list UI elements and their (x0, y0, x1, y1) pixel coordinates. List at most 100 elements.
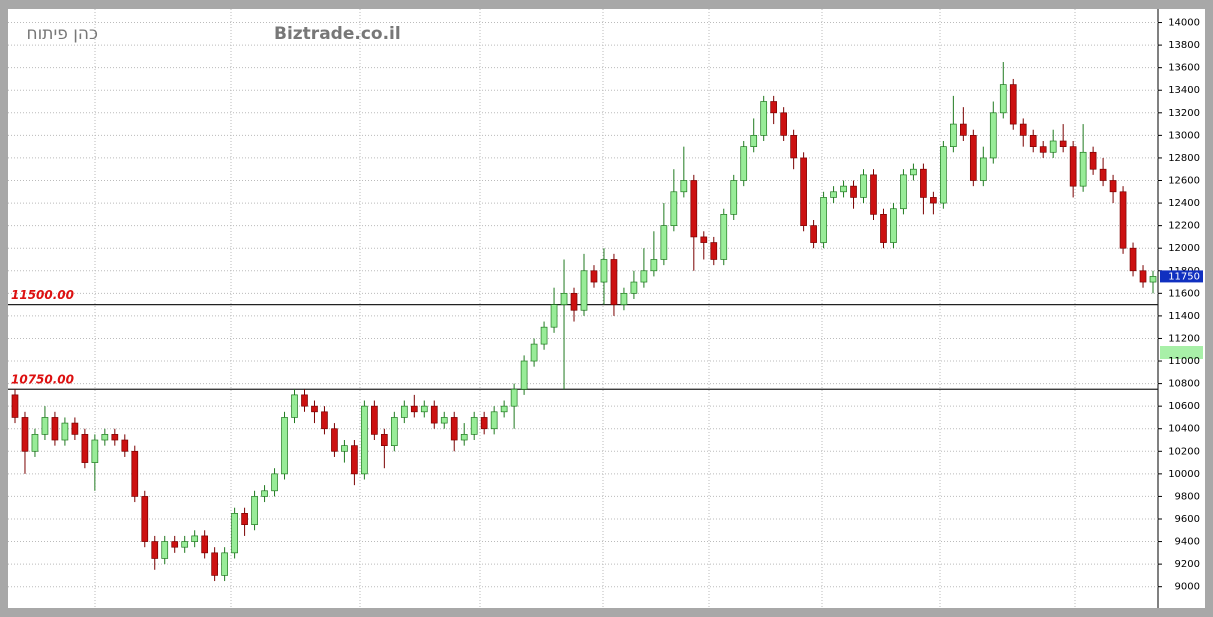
candle-body (550, 304, 558, 328)
candle-body (251, 496, 258, 525)
candle-body (1059, 140, 1067, 148)
candle-body (61, 422, 69, 441)
candle-body (820, 197, 827, 243)
candle-body (959, 123, 967, 136)
y-tick-label: 13200 (1168, 108, 1200, 119)
y-tick-label: 9200 (1175, 559, 1200, 570)
instrument-name: כהן פיתוח (27, 24, 98, 44)
candle-body (261, 490, 268, 497)
candle-body (1069, 146, 1077, 187)
candle-body (780, 112, 787, 136)
candle-body (540, 326, 548, 345)
candle-body (31, 434, 39, 452)
candle-body (760, 101, 768, 136)
candle-body (470, 417, 478, 435)
candle-body (371, 405, 378, 435)
candle-body (910, 168, 917, 176)
candle-body (11, 394, 19, 418)
vertical-grid (94, 9, 1076, 607)
candle-body (940, 146, 947, 204)
candle-body (640, 270, 648, 283)
candle-body (91, 439, 99, 463)
candle-body (740, 146, 748, 181)
candle-body (490, 411, 498, 430)
candle-body (1089, 151, 1097, 170)
candle-body (860, 174, 867, 198)
candle-body (1009, 84, 1017, 125)
candle-body (770, 101, 778, 114)
y-tick-label: 11000 (1168, 356, 1200, 367)
candle-body (460, 434, 468, 441)
candle-body (301, 394, 308, 407)
candle-body (520, 360, 528, 390)
candle-body (51, 417, 59, 441)
y-tick-label: 12800 (1168, 153, 1200, 164)
y-tick-label: 9800 (1175, 491, 1200, 502)
candle-body (101, 434, 109, 441)
candle-body (121, 439, 129, 452)
candle-body (710, 242, 718, 260)
candle-body (191, 535, 199, 542)
candle-body (930, 197, 937, 204)
y-tick-label: 12400 (1168, 198, 1200, 209)
candle-body (500, 405, 508, 413)
candle-body (690, 180, 698, 238)
y-tick-label: 13600 (1168, 63, 1200, 74)
candle-body (530, 343, 538, 362)
candle-body (670, 191, 678, 226)
candle-body (830, 191, 837, 198)
candle-body (730, 180, 738, 215)
candle-body (590, 270, 598, 283)
candle-body (1119, 191, 1127, 249)
y-tick-label: 11600 (1168, 288, 1200, 299)
candle-body (650, 259, 658, 272)
candle-body (291, 394, 298, 418)
candle-body (880, 214, 887, 243)
candle-body (271, 473, 278, 492)
candle-body (1099, 168, 1107, 181)
y-tick-label: 13400 (1168, 85, 1200, 96)
candle-body (361, 405, 368, 475)
candle-body (420, 405, 428, 413)
indicator-bar (1160, 346, 1203, 359)
candle-body (171, 541, 179, 548)
candle-body (331, 428, 338, 452)
y-tick-label: 10000 (1168, 469, 1200, 480)
plot-background (8, 9, 1205, 608)
candle-body (111, 434, 119, 441)
candle-body (1139, 270, 1147, 283)
candle-body (400, 405, 408, 418)
candle-body (840, 185, 847, 193)
candle-body (969, 135, 977, 181)
candle-body (620, 292, 628, 305)
y-tick-label: 9000 (1175, 582, 1200, 593)
candle-body (410, 405, 418, 413)
candle-body (71, 422, 79, 435)
candle-body (390, 417, 398, 447)
candle-body (241, 513, 248, 525)
y-tick-label: 12000 (1168, 243, 1200, 254)
candle-body (221, 552, 228, 576)
candle-body (979, 157, 987, 181)
candle-body (1049, 140, 1057, 153)
candle-body (351, 445, 358, 475)
candle-body (1149, 276, 1157, 283)
candle-body (750, 135, 758, 148)
candle-body (999, 84, 1007, 114)
candle-body (660, 225, 668, 260)
candle-body (920, 168, 927, 198)
candle-body (700, 236, 708, 243)
candle-body (989, 112, 997, 159)
candle-body (381, 434, 388, 447)
last-price-box (1160, 270, 1203, 283)
candle-body (950, 123, 957, 148)
candle-body (790, 135, 797, 159)
candle-body (610, 259, 618, 305)
candle-body (1039, 146, 1047, 153)
candle-body (870, 174, 877, 215)
candle-body (580, 270, 588, 311)
candle-body (890, 208, 897, 243)
candle-body (231, 513, 238, 554)
candle-body (311, 405, 318, 413)
